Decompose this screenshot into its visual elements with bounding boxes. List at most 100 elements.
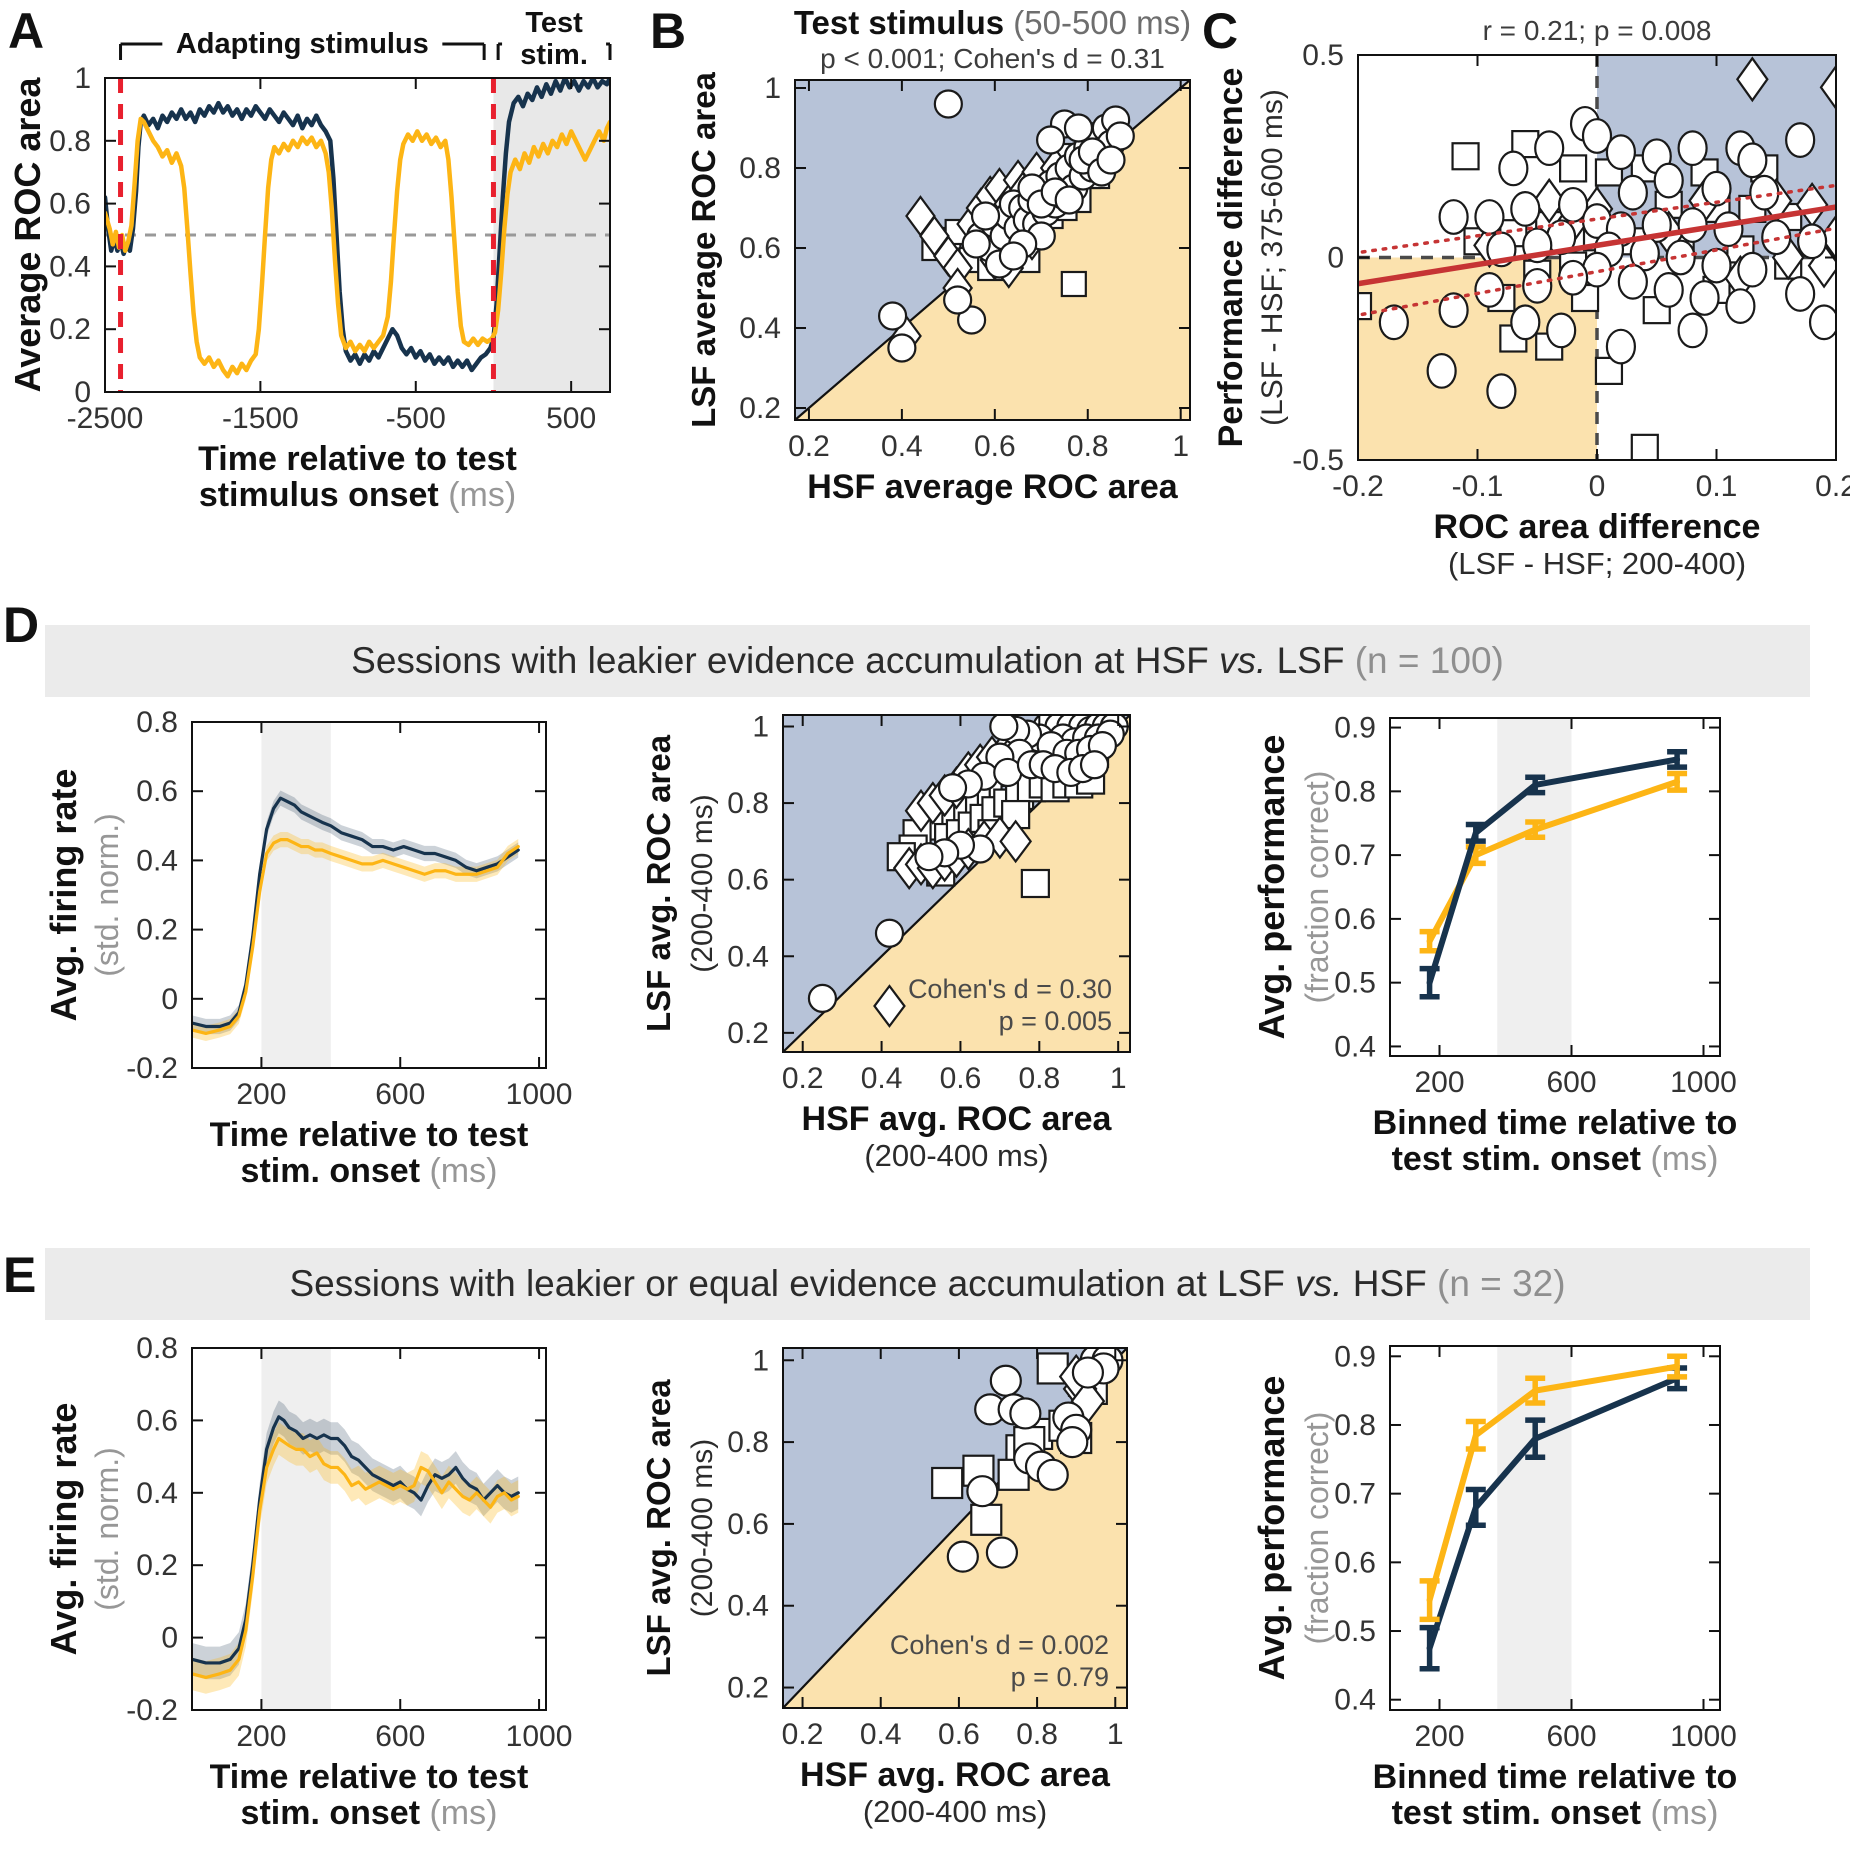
y-tick-label: -0.2 xyxy=(126,1694,178,1727)
y-axis-label: Avg. performance xyxy=(1251,1376,1292,1681)
diamond-marker xyxy=(1532,177,1566,224)
square-marker xyxy=(970,1503,1003,1536)
panel-d-firing-rate-chart: 200 600 1000 -0.2 0 0.2 0.4 0.6 0.8 Time relative… xyxy=(30,700,630,1267)
panel-label-e: E xyxy=(3,1247,37,1303)
section-e-header: Sessions with leakier or equal evidence … xyxy=(45,1248,1810,1320)
confidence-line-1 xyxy=(1358,226,1836,317)
x-tick-label: 0.6 xyxy=(938,1718,980,1751)
gold-series-line xyxy=(192,1436,520,1680)
square-marker xyxy=(1060,270,1087,298)
y-tick-label: 0.5 xyxy=(1334,1615,1376,1648)
navy-series-line xyxy=(1426,1375,1681,1652)
y-tick-label: 0.6 xyxy=(739,232,781,265)
section-e-title-n: (n = 32) xyxy=(1437,1263,1566,1304)
y-axis-sublabel: (200-400 ms) xyxy=(686,1439,719,1617)
x-tick-label: 1000 xyxy=(506,1078,573,1111)
series-group xyxy=(1419,1353,1688,1672)
gold-series-line xyxy=(1426,1363,1681,1604)
series-group xyxy=(192,790,520,1042)
y-tick-label: -0.2 xyxy=(126,1052,178,1085)
circle-marker xyxy=(1653,162,1684,199)
section-d-title-post: LSF xyxy=(1266,640,1355,681)
circle-marker xyxy=(961,229,991,259)
gold-series-band xyxy=(192,1422,519,1694)
x-axis-sublabel: test stim. onset (ms) xyxy=(1392,1140,1719,1178)
confidence-line-0 xyxy=(1358,183,1836,255)
fit-group xyxy=(1358,183,1836,317)
x-axis-label: HSF average ROC area xyxy=(807,468,1178,506)
x-tick-label: 1 xyxy=(1107,1718,1124,1751)
x-axis-sublabel: stim. onset (ms) xyxy=(241,1794,498,1832)
y-tick-label: 0 xyxy=(74,376,91,409)
x-axis-sublabel: stim. onset (ms) xyxy=(241,1152,498,1190)
y-tick-label: 0.6 xyxy=(1334,903,1376,936)
circle-marker xyxy=(1796,223,1828,260)
x-axis-sublabel: (200-400 ms) xyxy=(863,1794,1047,1829)
x-tick-label: 600 xyxy=(1546,1066,1596,1099)
y-axis-label: Average ROC area xyxy=(10,77,48,393)
x-tick-label: 1000 xyxy=(1670,1720,1737,1753)
gold-series-line xyxy=(192,838,520,1035)
circle-marker xyxy=(1737,142,1768,179)
circle-marker xyxy=(933,89,963,119)
y-tick-label: 0.9 xyxy=(1334,712,1376,745)
panelE3-svg: 200 600 1000 0.4 0.5 0.6 0.7 0.8 0.9 Binned time … xyxy=(1251,1340,1737,1832)
circle-marker xyxy=(1701,170,1732,207)
square-marker xyxy=(1559,154,1588,183)
circle-marker xyxy=(807,983,838,1013)
panelE2-svg: 0.2 0.4 0.6 0.8 1 0.2 0.4 0.6 0.8 1 HSF avg. ROC a… xyxy=(640,1344,1128,1829)
circle-marker xyxy=(1689,280,1720,316)
circle-marker xyxy=(1036,1458,1069,1491)
panelA-svg: -2500 -1500 -500 500 0 0.2 0.4 0.6 0.8 1 Time rela… xyxy=(7,7,612,514)
x-tick-label: 1 xyxy=(1172,430,1189,463)
y-tick-label: 0.6 xyxy=(49,188,91,221)
series-group xyxy=(105,78,610,379)
circle-marker xyxy=(1617,174,1648,211)
circle-marker xyxy=(1665,239,1696,276)
circle-marker xyxy=(1761,219,1792,256)
shaded-region xyxy=(1497,718,1572,1056)
circle-marker xyxy=(1096,145,1126,175)
plot-box xyxy=(191,721,547,1069)
circle-marker xyxy=(1056,1425,1089,1459)
y-tick-label: 0.4 xyxy=(739,312,781,345)
panel-e-performance-chart: 200 600 1000 0.4 0.5 0.6 0.7 0.8 0.9 Binned time … xyxy=(1240,1330,1850,1871)
circle-marker xyxy=(1749,174,1780,211)
y-tick-label: 0.4 xyxy=(136,1477,178,1510)
circle-marker xyxy=(1581,118,1613,154)
x-tick-label: 0.6 xyxy=(940,1062,982,1095)
section-e-title-vs: vs. xyxy=(1295,1263,1343,1304)
section-d-title-pre: Sessions with leakier evidence accumulat… xyxy=(351,640,1220,681)
panel-e-firing-rate-chart: 200 600 1000 -0.2 0 0.2 0.4 0.6 0.8 Time relative… xyxy=(30,1330,630,1871)
circle-marker xyxy=(946,1540,979,1573)
square-marker xyxy=(1020,868,1050,899)
chart-title: r = 0.21; p = 0.008 xyxy=(1483,15,1712,46)
circle-marker xyxy=(1438,292,1469,329)
circle-marker xyxy=(989,1364,1022,1397)
x-tick-label: 0.1 xyxy=(1696,470,1738,503)
circle-marker xyxy=(1474,199,1505,235)
chart-title: Test stimulus (50-500 ms) xyxy=(794,4,1191,41)
circle-marker xyxy=(1510,304,1541,341)
circle-marker xyxy=(1701,247,1732,284)
x-tick-label: 0.8 xyxy=(1067,430,1109,463)
circle-marker xyxy=(1808,304,1836,341)
bracket-label: stim. xyxy=(520,39,588,71)
chart-subtitle: p < 0.001; Cohen's d = 0.31 xyxy=(820,43,1165,74)
y-tick-label: 0.5 xyxy=(1302,39,1344,72)
panel-e-roc-scatter-chart: 0.2 0.4 0.6 0.8 1 0.2 0.4 0.6 0.8 1 HSF avg. ROC a… xyxy=(630,1328,1240,1871)
effect-size-annotation: Cohen's d = 0.002 xyxy=(890,1630,1109,1660)
y-tick-label: 0.8 xyxy=(739,152,781,185)
y-tick-label: -0.5 xyxy=(1292,444,1344,477)
circle-marker xyxy=(914,842,944,872)
x-tick-label: 0.4 xyxy=(881,430,923,463)
circle-marker xyxy=(1009,1397,1042,1430)
panelD1-svg: 200 600 1000 -0.2 0 0.2 0.4 0.6 0.8 Time relative… xyxy=(43,706,573,1190)
square-marker xyxy=(1630,433,1659,460)
circle-marker xyxy=(970,201,1001,231)
x-tick-label: 0.6 xyxy=(974,430,1016,463)
y-tick-label: 0.2 xyxy=(739,392,781,425)
section-e-title-post: HSF xyxy=(1342,1263,1437,1304)
circle-marker xyxy=(1785,276,1816,312)
square-marker xyxy=(1358,292,1373,321)
